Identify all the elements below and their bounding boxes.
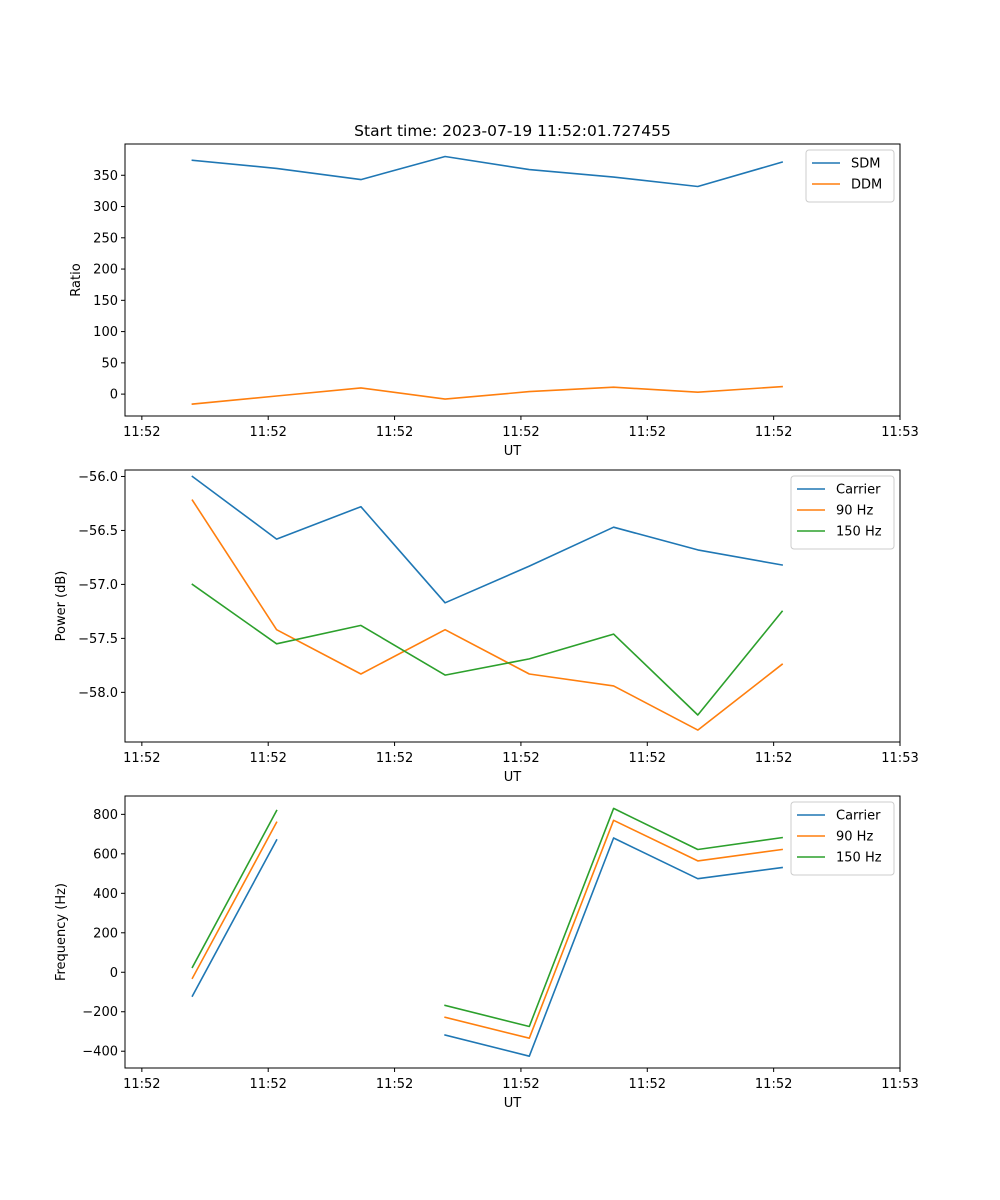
- y-tick-label: 400: [93, 887, 118, 902]
- series-line-150-hz: [191, 807, 784, 1028]
- x-axis-label: UT: [504, 1096, 522, 1111]
- y-tick-label: 600: [93, 847, 118, 862]
- series-line-carrier: [191, 475, 784, 604]
- x-tick-label: 11:52: [502, 425, 539, 440]
- legend-label: 90 Hz: [836, 830, 873, 845]
- x-tick-label: 11:53: [881, 425, 918, 440]
- chart-panel-2: 11:52 11:52 11:52 11:52 11:52 11:52 11:53 −56.0…: [54, 469, 919, 785]
- chart-panel-3: 11:52 11:52 11:52 11:52 11:52 11:52 11:53 −400 −…: [54, 795, 919, 1111]
- x-tick-label: 11:52: [502, 1077, 539, 1092]
- y-tick-label: 350: [93, 169, 118, 184]
- x-tick-label: 11:52: [123, 751, 160, 766]
- series-line-sdm: [191, 155, 784, 188]
- axes-frame: [124, 469, 901, 743]
- y-tick-label: 200: [93, 263, 118, 278]
- x-tick-label: 11:52: [249, 751, 286, 766]
- x-tick-label: 11:52: [123, 425, 160, 440]
- legend-label: Carrier: [836, 809, 881, 824]
- x-tick-label: 11:52: [755, 751, 792, 766]
- legend-box: [805, 149, 895, 203]
- x-tick-label: 11:53: [881, 751, 918, 766]
- y-tick-label: 300: [93, 200, 118, 215]
- x-tick-label: 11:52: [376, 751, 413, 766]
- x-tick-label: 11:52: [629, 1077, 666, 1092]
- axes-frame: [124, 795, 901, 1069]
- x-tick-label: 11:53: [881, 1077, 918, 1092]
- chart-panel-1: Start time: 2023-07-19 11:52:01.727455 11…: [69, 122, 919, 459]
- x-tick-label: 11:52: [755, 425, 792, 440]
- y-tick-label: 0: [110, 966, 118, 981]
- legend-label: 150 Hz: [836, 525, 882, 540]
- y-axis-label: Frequency (Hz): [54, 883, 69, 981]
- y-tick-label: 800: [93, 808, 118, 823]
- y-tick-label: −200: [82, 1005, 118, 1020]
- y-tick-label: 100: [93, 325, 118, 340]
- series-line-carrier: [191, 837, 783, 1057]
- y-tick-label: −400: [82, 1045, 118, 1060]
- chart-title: Start time: 2023-07-19 11:52:01.727455: [354, 122, 671, 140]
- series-line-90-hz: [191, 819, 783, 1039]
- x-tick-label: 11:52: [376, 425, 413, 440]
- x-tick-label: 11:52: [249, 1077, 286, 1092]
- legend-label: DDM: [851, 178, 882, 193]
- y-tick-label: 150: [93, 294, 118, 309]
- legend: Carrier 90 Hz 150 Hz: [790, 801, 895, 876]
- y-tick-label: −57.5: [78, 632, 118, 647]
- y-axis-label: Power (dB): [54, 571, 69, 642]
- x-axis-label: UT: [504, 444, 522, 459]
- legend: Carrier 90 Hz 150 Hz: [790, 475, 895, 550]
- x-axis-label: UT: [504, 770, 522, 785]
- axes-frame: [124, 143, 901, 417]
- x-tick-label: 11:52: [502, 751, 539, 766]
- y-tick-label: −58.0: [78, 686, 118, 701]
- series-line-150-hz: [191, 583, 784, 716]
- legend-label: Carrier: [836, 483, 881, 498]
- legend-label: 150 Hz: [836, 851, 882, 866]
- x-tick-label: 11:52: [629, 425, 666, 440]
- y-tick-label: −56.0: [78, 470, 118, 485]
- series-line-90-hz: [191, 499, 784, 731]
- y-tick-label: 200: [93, 926, 118, 941]
- y-tick-label: 250: [93, 231, 118, 246]
- y-tick-label: −57.0: [78, 578, 118, 593]
- legend-label: SDM: [851, 157, 880, 172]
- x-tick-label: 11:52: [755, 1077, 792, 1092]
- x-tick-label: 11:52: [123, 1077, 160, 1092]
- y-tick-label: 0: [110, 388, 118, 403]
- x-tick-label: 11:52: [249, 425, 286, 440]
- y-tick-label: 50: [101, 356, 118, 371]
- legend: SDM DDM: [805, 149, 895, 203]
- x-tick-label: 11:52: [376, 1077, 413, 1092]
- series-line-ddm: [191, 385, 783, 405]
- y-axis-label: Ratio: [69, 263, 84, 296]
- legend-label: 90 Hz: [836, 504, 873, 519]
- y-tick-label: −56.5: [78, 524, 118, 539]
- x-tick-label: 11:52: [629, 751, 666, 766]
